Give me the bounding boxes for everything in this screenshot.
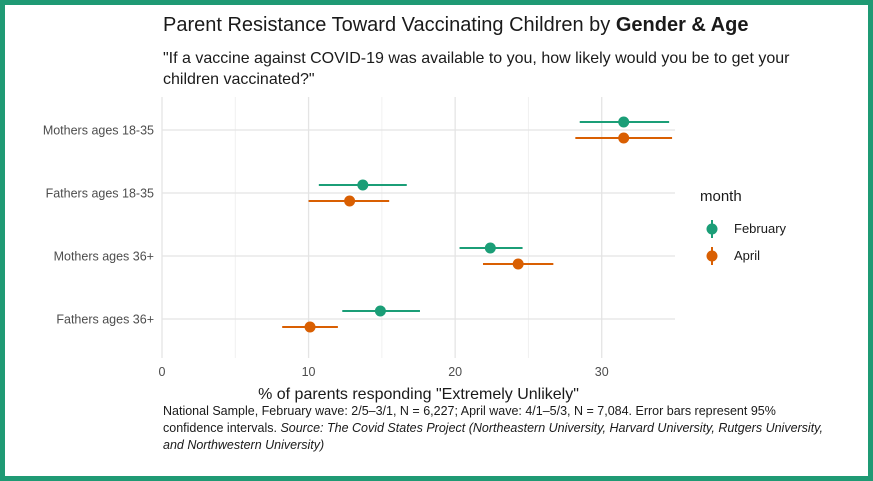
- point-april-3: [304, 321, 316, 333]
- legend-item-april: April: [700, 242, 786, 269]
- chart-subtitle: "If a vaccine against COVID-19 was avail…: [163, 50, 790, 88]
- point-february-1: [357, 179, 369, 191]
- legend-key-february: [706, 219, 718, 238]
- x-tick-label-2: 20: [448, 365, 462, 379]
- legend: month February April: [700, 188, 786, 269]
- y-tick-label-1: Fathers ages 18-35: [46, 187, 154, 201]
- figure-frame: Parent Resistance Toward Vaccinating Chi…: [5, 5, 868, 476]
- point-february-3: [374, 305, 386, 317]
- y-tick-label-0: Mothers ages 18-35: [43, 124, 154, 138]
- dot-plot: Mothers ages 18-35 Fathers ages 18-35 Moth…: [43, 97, 675, 403]
- point-april-1: [344, 195, 356, 207]
- legend-key-april: [706, 246, 718, 265]
- y-tick-label-2: Mothers ages 36+: [54, 250, 154, 264]
- point-april-0: [618, 132, 630, 144]
- point-february-0: [618, 116, 630, 128]
- x-tick-label-0: 0: [159, 365, 166, 379]
- legend-label-february: February: [734, 221, 787, 236]
- caption-text: National Sample, February wave: 2/5–3/1,…: [163, 404, 776, 435]
- legend-key-april-dot: [706, 250, 718, 261]
- x-tick-label-3: 30: [595, 365, 609, 379]
- x-tick-label-1: 10: [302, 365, 316, 379]
- chart-title: Parent Resistance Toward Vaccinating Chi…: [163, 14, 748, 37]
- chart-title-bold: Gender & Age: [615, 14, 749, 36]
- legend-title: month: [700, 188, 742, 205]
- caption-source: Source: The Covid States Project (Northe…: [163, 421, 823, 452]
- chart-caption: National Sample, February wave: 2/5–3/1,…: [163, 403, 823, 454]
- legend-item-february: February: [700, 215, 786, 242]
- point-april-2: [512, 258, 524, 270]
- x-axis-label: % of parents responding "Extremely Unlik…: [258, 386, 579, 403]
- chart-title-text: Parent Resistance Toward Vaccinating Chi…: [163, 14, 616, 36]
- y-tick-label-3: Fathers ages 36+: [56, 313, 154, 327]
- legend-label-april: April: [734, 248, 761, 263]
- legend-key-february-dot: [706, 223, 718, 234]
- point-february-2: [484, 242, 496, 254]
